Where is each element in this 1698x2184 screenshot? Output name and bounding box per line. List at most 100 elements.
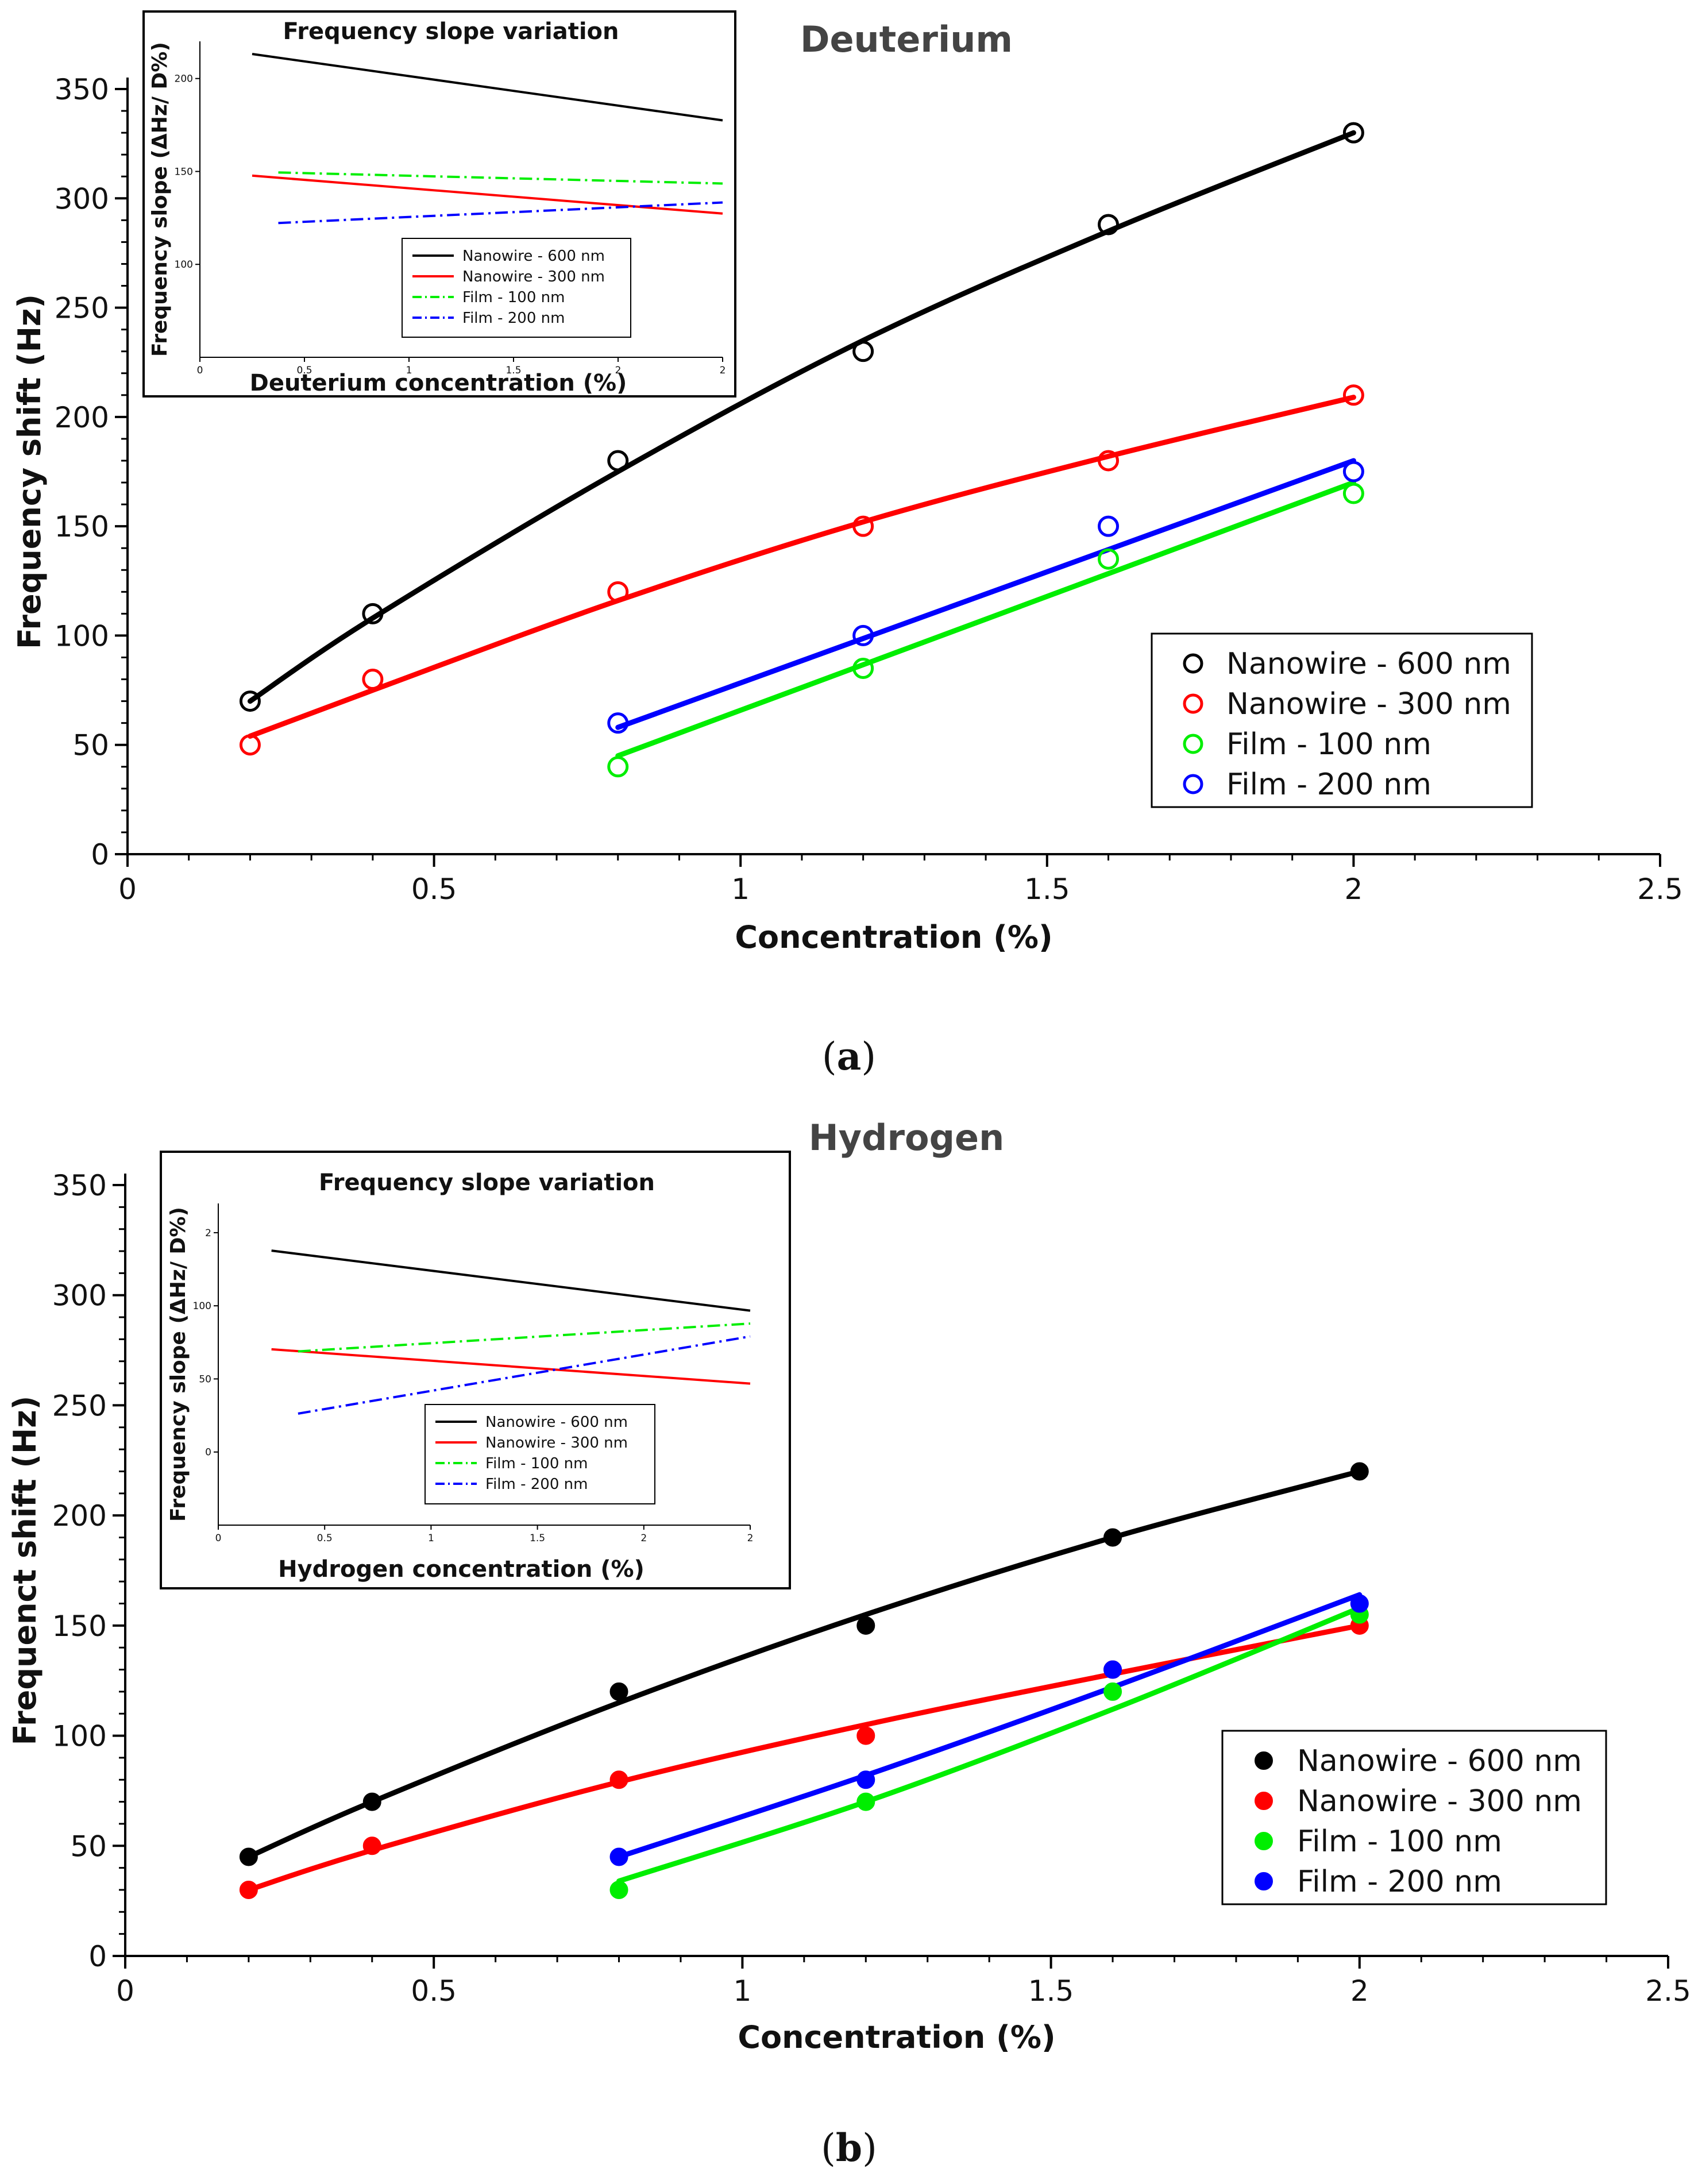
data-point	[1342, 483, 1364, 504]
inset-legend-label: Nanowire - 600 nm	[485, 1414, 628, 1431]
y-tick-label: 250	[55, 292, 109, 325]
panel-caption: (b)	[821, 2125, 877, 2170]
inset-x-tick-label: 2	[747, 1533, 754, 1544]
x-tick-label: 0	[118, 873, 137, 906]
legend-marker	[1183, 653, 1203, 674]
y-tick-label: 0	[91, 838, 109, 871]
legend-label: Nanowire - 300 nm	[1226, 687, 1511, 721]
inset-x-tick-label: 2	[640, 1533, 647, 1544]
inset-x-tick-label: 1.5	[505, 365, 521, 376]
inset-x-label: Deuterium concentration (%)	[250, 370, 627, 396]
inset-legend-label: Film - 200 nm	[462, 310, 565, 327]
inset-y-tick-label: 50	[199, 1373, 211, 1385]
data-point	[607, 712, 629, 734]
data-point	[852, 658, 874, 680]
data-point	[856, 1792, 875, 1811]
inset-x-tick-label: 2	[720, 365, 726, 376]
x-tick-label: 1	[731, 873, 750, 906]
fit-line	[616, 1592, 1363, 1859]
data-point	[362, 1792, 381, 1811]
fit-line	[246, 1623, 1363, 1893]
inset-frame	[160, 1151, 791, 1589]
inset-title: Frequency slope variation	[319, 1170, 655, 1196]
legend-label: Film - 200 nm	[1297, 1865, 1502, 1899]
inset-legend-label: Nanowire - 300 nm	[462, 268, 605, 285]
y-axis-label: Frequenct shift (Hz)	[7, 1396, 43, 1746]
inset-series-line	[298, 1335, 751, 1415]
data-point	[607, 756, 629, 778]
data-point	[1342, 384, 1364, 406]
inset-series-line	[278, 201, 723, 225]
data-point	[852, 341, 874, 362]
data-point	[239, 1847, 258, 1866]
data-point	[362, 669, 384, 690]
inset-series-line	[271, 1249, 751, 1312]
inset-frame	[142, 10, 736, 398]
data-point	[852, 515, 874, 537]
legend: Nanowire - 600 nm Nanowire - 300 nm Film -…	[1221, 1730, 1607, 1905]
inset-x-tick-label: 1.5	[530, 1533, 545, 1544]
y-tick-label: 0	[88, 1940, 107, 1973]
inset-y-tick-label: 100	[193, 1301, 211, 1312]
caption-paren-open: (	[821, 2126, 836, 2170]
data-point	[609, 1880, 628, 1899]
data-point	[607, 581, 629, 603]
inset-legend-label: Nanowire - 600 nm	[462, 248, 605, 265]
data-point	[1342, 122, 1364, 144]
legend-marker	[1183, 774, 1203, 794]
inset-series-line	[252, 53, 723, 122]
inset-x-label: Hydrogen concentration (%)	[278, 1556, 645, 1583]
data-point	[1103, 1528, 1122, 1547]
inset-y-tick-label: 100	[175, 259, 193, 271]
data-point	[856, 1770, 875, 1789]
data-point	[856, 1616, 875, 1635]
y-tick-label: 250	[52, 1389, 107, 1422]
y-tick-label: 300	[52, 1279, 107, 1313]
inset-legend-label: Film - 200 nm	[485, 1476, 588, 1493]
data-point	[607, 450, 629, 472]
chart-title: Hydrogen	[809, 1117, 1004, 1159]
y-tick-label: 100	[55, 619, 109, 653]
inset-legend-label: Film - 100 nm	[462, 289, 565, 306]
inset-y-tick-label: 0	[205, 1447, 211, 1458]
inset-x-tick-label: 0	[215, 1533, 222, 1544]
legend-box	[1221, 1730, 1607, 1905]
x-tick-label: 1	[733, 1974, 751, 2008]
legend-marker	[1255, 1751, 1273, 1770]
data-point	[609, 1847, 628, 1866]
x-tick-label: 2	[1344, 873, 1363, 906]
data-point	[239, 1880, 258, 1899]
y-tick-label: 350	[55, 73, 109, 106]
inset-legend-label: Film - 100 nm	[485, 1455, 588, 1472]
inset-title: Frequency slope variation	[283, 18, 619, 45]
inset-x-tick-label: 0.5	[296, 365, 312, 376]
fit-line	[247, 130, 1356, 704]
fit-line	[615, 458, 1356, 730]
data-point	[362, 1836, 381, 1855]
caption-paren-close: )	[861, 1035, 876, 1079]
fit-line	[616, 1605, 1363, 1884]
inset-x-tick-label: 1	[406, 365, 412, 376]
fit-line	[247, 395, 1356, 739]
legend-marker	[1183, 734, 1203, 754]
data-point	[856, 1726, 875, 1745]
legend: Nanowire - 600 nm Nanowire - 300 nm Film -…	[1151, 632, 1533, 808]
legend-marker	[1255, 1872, 1273, 1890]
chart-panel-0: Deuterium 0 0.5 1 1.5 2 2.5 0 50 100 150 200 250 300 3…	[11, 10, 1683, 1079]
y-tick-label: 100	[52, 1720, 107, 1753]
panel-caption: (a)	[822, 1034, 876, 1079]
data-point	[609, 1682, 628, 1701]
y-tick-label: 50	[70, 1830, 107, 1863]
legend-label: Film - 200 nm	[1226, 767, 1431, 802]
x-axis-label: Concentration (%)	[738, 2019, 1055, 2055]
data-point	[1098, 548, 1120, 570]
data-point	[239, 734, 261, 756]
data-point	[852, 624, 874, 646]
inset-legend-label: Nanowire - 300 nm	[485, 1434, 628, 1452]
legend-marker	[1255, 1792, 1273, 1810]
x-tick-label: 2.5	[1637, 873, 1683, 906]
data-point	[1103, 1660, 1122, 1679]
inset-x-tick-label: 2	[615, 365, 622, 376]
data-point	[1098, 515, 1120, 537]
data-point	[1350, 1462, 1369, 1481]
